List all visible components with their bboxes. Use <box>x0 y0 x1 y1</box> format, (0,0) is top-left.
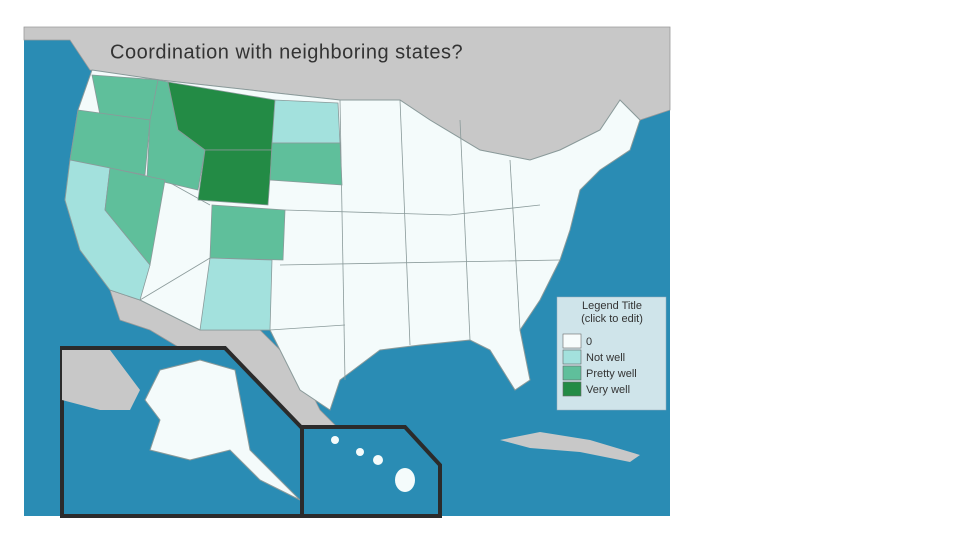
legend-swatch <box>562 365 582 381</box>
cuba <box>500 432 640 462</box>
legend-title[interactable]: (click to edit) <box>581 313 643 325</box>
legend-label: Not well <box>586 352 625 364</box>
wyoming <box>197 149 273 206</box>
nevada <box>104 167 166 266</box>
oregon <box>69 109 151 176</box>
legend-title[interactable]: Legend Title <box>582 300 642 312</box>
new-mexico <box>199 257 273 331</box>
state-borders <box>139 99 561 381</box>
legend-swatch <box>562 333 582 349</box>
legend-label: Pretty well <box>586 368 637 380</box>
legend-swatch <box>562 349 582 365</box>
map-title: Coordination with neighboring states? <box>110 41 463 63</box>
north-dakota <box>271 99 341 144</box>
hawaii-inset <box>300 425 442 518</box>
colorado <box>209 204 286 261</box>
alaska <box>144 359 301 501</box>
south-dakota <box>269 142 343 186</box>
canada-inset <box>62 350 140 410</box>
legend-label: 0 <box>586 336 592 348</box>
hawaii <box>331 436 415 492</box>
legend-label: Very well <box>586 384 630 396</box>
legend-swatch <box>562 381 582 397</box>
map: Coordination with neighboring states? Le… <box>23 26 671 518</box>
legend: Legend Title (click to edit) 0 Not well Pr… <box>556 296 667 411</box>
